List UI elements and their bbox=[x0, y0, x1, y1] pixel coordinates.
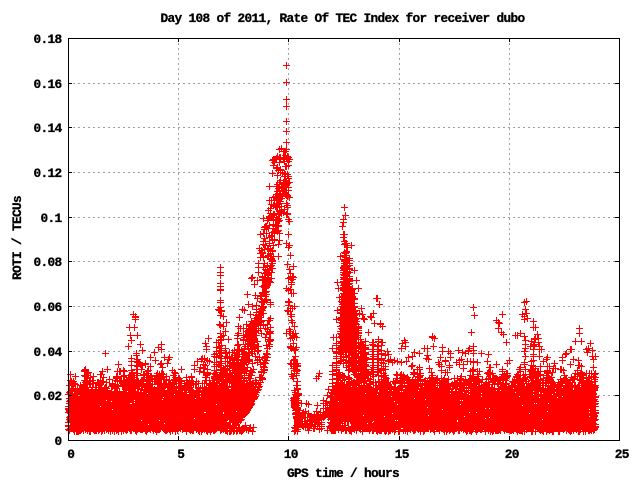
svg-text:0.18: 0.18 bbox=[34, 32, 62, 47]
svg-text:0.1: 0.1 bbox=[41, 211, 63, 226]
svg-text:25: 25 bbox=[615, 447, 630, 462]
svg-text:0.04: 0.04 bbox=[34, 345, 63, 360]
svg-text:0: 0 bbox=[67, 447, 74, 462]
svg-text:5: 5 bbox=[177, 447, 185, 462]
svg-text:GPS time / hours: GPS time / hours bbox=[287, 466, 399, 480]
svg-text:0.02: 0.02 bbox=[34, 389, 62, 404]
svg-text:0.14: 0.14 bbox=[34, 121, 63, 136]
svg-text:0.12: 0.12 bbox=[34, 166, 62, 181]
svg-text:ROTI / TECUs: ROTI / TECUs bbox=[10, 196, 25, 280]
svg-text:10: 10 bbox=[284, 447, 298, 462]
svg-text:20: 20 bbox=[505, 447, 519, 462]
svg-text:0.06: 0.06 bbox=[34, 300, 62, 315]
svg-text:Day 108 of 2011, Rate Of TEC I: Day 108 of 2011, Rate Of TEC Index for r… bbox=[161, 11, 526, 26]
svg-text:0.16: 0.16 bbox=[34, 77, 62, 92]
svg-text:15: 15 bbox=[395, 447, 410, 462]
svg-text:0: 0 bbox=[55, 434, 62, 449]
svg-text:0.08: 0.08 bbox=[34, 255, 62, 270]
